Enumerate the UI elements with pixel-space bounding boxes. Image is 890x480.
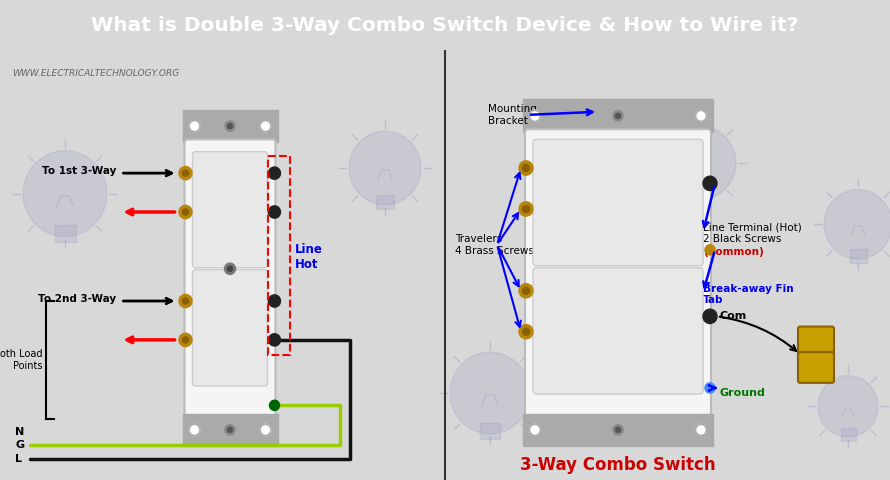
- Bar: [849, 249, 867, 263]
- Bar: [480, 422, 500, 439]
- Text: Break-away Fin
Tab: Break-away Fin Tab: [703, 284, 794, 305]
- Text: 3-Way Combo Switch: 3-Way Combo Switch: [520, 456, 716, 474]
- Circle shape: [179, 333, 192, 347]
- Circle shape: [522, 287, 530, 294]
- Circle shape: [519, 202, 533, 216]
- Bar: [523, 413, 713, 446]
- Circle shape: [519, 324, 533, 339]
- Text: Line
Hot: Line Hot: [295, 242, 322, 271]
- Circle shape: [824, 190, 890, 259]
- Circle shape: [228, 266, 232, 271]
- Circle shape: [695, 110, 707, 121]
- Bar: [691, 190, 709, 204]
- Circle shape: [703, 309, 717, 324]
- Bar: [182, 413, 278, 446]
- Circle shape: [530, 110, 540, 121]
- Circle shape: [522, 328, 530, 335]
- Circle shape: [519, 161, 533, 175]
- Circle shape: [270, 400, 279, 410]
- Circle shape: [269, 334, 280, 346]
- Circle shape: [269, 167, 280, 179]
- Text: To 2nd 3-Way: To 2nd 3-Way: [38, 294, 117, 304]
- Text: G: G: [15, 440, 24, 450]
- Text: (Common): (Common): [703, 247, 764, 257]
- FancyBboxPatch shape: [192, 270, 268, 386]
- FancyBboxPatch shape: [184, 139, 276, 417]
- Circle shape: [522, 205, 530, 213]
- Text: WWW.ELECTRICALTECHNOLOGY.ORG: WWW.ELECTRICALTECHNOLOGY.ORG: [12, 69, 179, 78]
- Bar: [840, 429, 855, 441]
- Circle shape: [818, 376, 878, 437]
- Circle shape: [228, 427, 232, 432]
- Circle shape: [705, 245, 715, 255]
- Circle shape: [450, 352, 530, 434]
- Circle shape: [224, 263, 236, 275]
- Circle shape: [225, 121, 235, 131]
- Text: Ground: Ground: [720, 388, 766, 398]
- Bar: [268, 156, 290, 355]
- Circle shape: [703, 176, 717, 191]
- Text: L: L: [15, 454, 22, 464]
- FancyBboxPatch shape: [525, 129, 711, 417]
- Text: To Both Load
Points: To Both Load Points: [0, 349, 43, 371]
- Circle shape: [182, 170, 189, 176]
- Circle shape: [349, 131, 421, 205]
- Circle shape: [189, 424, 200, 435]
- Circle shape: [530, 424, 540, 435]
- Circle shape: [269, 206, 280, 218]
- Circle shape: [182, 209, 189, 215]
- Text: Line Terminal (Hot)
2 Black Screws: Line Terminal (Hot) 2 Black Screws: [703, 222, 802, 244]
- Text: What is Double 3-Way Combo Switch Device & How to Wire it?: What is Double 3-Way Combo Switch Device…: [92, 16, 798, 35]
- Circle shape: [616, 427, 620, 432]
- Text: Com: Com: [720, 312, 748, 321]
- FancyBboxPatch shape: [798, 326, 834, 357]
- Circle shape: [225, 425, 235, 435]
- Text: Mounting
Bracket: Mounting Bracket: [488, 104, 537, 126]
- Circle shape: [182, 337, 189, 343]
- Circle shape: [664, 126, 736, 200]
- Circle shape: [179, 167, 192, 180]
- FancyBboxPatch shape: [533, 268, 703, 394]
- Bar: [182, 110, 278, 143]
- Circle shape: [269, 295, 280, 307]
- Circle shape: [613, 425, 623, 435]
- Text: Travelers
4 Brass Screws: Travelers 4 Brass Screws: [455, 234, 534, 255]
- Circle shape: [616, 113, 620, 119]
- FancyBboxPatch shape: [798, 352, 834, 383]
- Circle shape: [705, 383, 715, 393]
- Circle shape: [613, 111, 623, 121]
- Circle shape: [260, 424, 271, 435]
- FancyBboxPatch shape: [192, 152, 268, 268]
- Circle shape: [228, 123, 232, 129]
- Bar: [54, 225, 76, 242]
- Circle shape: [260, 120, 271, 132]
- Circle shape: [23, 151, 107, 237]
- Circle shape: [522, 165, 530, 172]
- Bar: [523, 99, 713, 132]
- Text: N: N: [15, 427, 24, 437]
- Circle shape: [179, 205, 192, 219]
- Circle shape: [519, 284, 533, 298]
- Text: To 1st 3-Way: To 1st 3-Way: [42, 166, 117, 176]
- Circle shape: [695, 424, 707, 435]
- Circle shape: [182, 298, 189, 304]
- Circle shape: [179, 294, 192, 308]
- FancyBboxPatch shape: [533, 139, 703, 266]
- Circle shape: [189, 120, 200, 132]
- Bar: [376, 194, 394, 209]
